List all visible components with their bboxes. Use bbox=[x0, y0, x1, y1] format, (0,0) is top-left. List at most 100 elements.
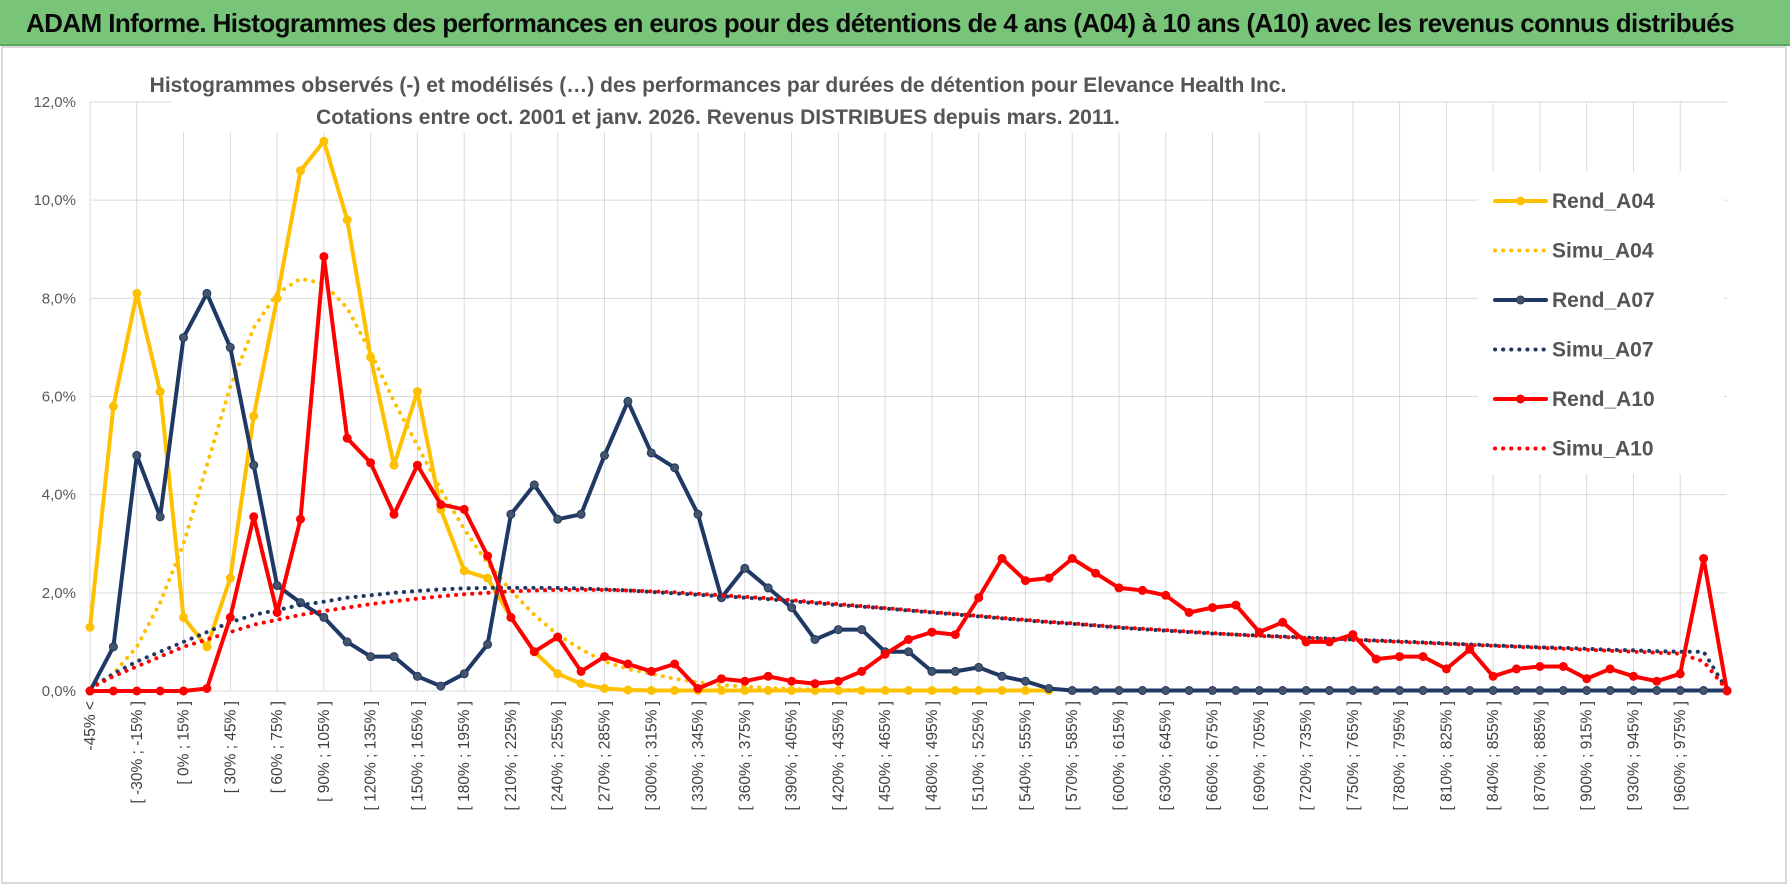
legend-item-simu_a04: Simu_A04 bbox=[1493, 240, 1654, 263]
data-point bbox=[1465, 644, 1475, 654]
series-line-simu_a04 bbox=[88, 276, 1051, 693]
x-tick-label: [ 720% ; 735% ] bbox=[1298, 701, 1315, 810]
x-tick-label: [ 0% ; 15% ] bbox=[176, 701, 193, 785]
data-point bbox=[108, 401, 118, 411]
series-simu_a07 bbox=[88, 585, 1729, 692]
series-simu_a04 bbox=[88, 276, 1051, 693]
legend-item-rend_a10: Rend_A10 bbox=[1493, 388, 1655, 411]
x-tick-label: [ -30% ; -15% ] bbox=[129, 701, 146, 804]
data-point bbox=[132, 450, 142, 460]
y-tick-label: 10,0% bbox=[33, 192, 76, 209]
data-point bbox=[670, 659, 680, 669]
data-point bbox=[1254, 686, 1264, 695]
data-point bbox=[763, 671, 773, 681]
data-point bbox=[85, 622, 95, 632]
x-tick-label: [ 480% ; 495% ] bbox=[924, 701, 941, 810]
data-point bbox=[179, 612, 188, 622]
data-point bbox=[646, 686, 656, 695]
y-axis-ticks: 0,0% 2,0% 4,0% 6,0% 8,0% 10,0% 12,0% bbox=[33, 94, 76, 700]
x-tick-label: [ 540% ; 555% ] bbox=[1017, 701, 1034, 810]
x-tick-label: [ 330% ; 345% ] bbox=[690, 701, 707, 810]
x-tick-label: [ 750% ; 765% ] bbox=[1345, 701, 1362, 810]
data-point bbox=[716, 674, 726, 684]
data-point bbox=[1582, 674, 1592, 684]
x-tick-label: -45% < bbox=[82, 701, 99, 751]
legend-item-rend_a07: Rend_A07 bbox=[1493, 289, 1655, 312]
data-point bbox=[179, 686, 188, 696]
data-point bbox=[950, 630, 960, 640]
x-tick-label: [ 840% ; 855% ] bbox=[1485, 701, 1502, 810]
data-point bbox=[880, 649, 890, 659]
report-title: ADAM Informe. Histogrammes des performan… bbox=[26, 8, 1735, 38]
chart-title: Histogrammes observés (-) et modélisés (… bbox=[150, 74, 1287, 97]
data-point bbox=[600, 450, 609, 460]
data-point bbox=[249, 460, 259, 470]
x-tick-label: [ 150% ; 165% ] bbox=[409, 701, 426, 810]
data-point bbox=[716, 686, 726, 695]
series-line-simu_a07 bbox=[88, 585, 1729, 692]
data-point bbox=[1114, 583, 1124, 593]
x-tick-label: [ 810% ; 825% ] bbox=[1438, 701, 1455, 810]
legend-item-simu_a10: Simu_A10 bbox=[1493, 438, 1654, 461]
data-point bbox=[225, 573, 235, 583]
data-point bbox=[1652, 676, 1662, 686]
data-point bbox=[483, 639, 493, 649]
x-tick-label: [ 390% ; 405% ] bbox=[784, 701, 801, 810]
data-point bbox=[1114, 686, 1124, 695]
data-point bbox=[342, 637, 352, 647]
data-point bbox=[1091, 568, 1101, 578]
data-point bbox=[1044, 684, 1054, 693]
x-tick-label: [ 780% ; 795% ] bbox=[1392, 701, 1409, 810]
legend-marker bbox=[1516, 196, 1525, 206]
data-point bbox=[1488, 671, 1498, 681]
data-point bbox=[1301, 686, 1311, 695]
data-point bbox=[810, 635, 820, 644]
chart-subtitle: Cotations entre oct. 2001 et janv. 2026.… bbox=[316, 106, 1120, 129]
data-point bbox=[529, 647, 539, 657]
y-tick-label: 2,0% bbox=[42, 585, 76, 602]
data-point bbox=[553, 632, 563, 642]
x-tick-label: [ 420% ; 435% ] bbox=[830, 701, 847, 810]
data-point bbox=[1512, 664, 1521, 674]
data-point bbox=[389, 652, 399, 662]
data-point bbox=[412, 387, 422, 397]
data-point bbox=[1512, 686, 1521, 695]
data-point bbox=[1184, 608, 1194, 617]
legend-label: Simu_A04 bbox=[1552, 240, 1654, 263]
data-point bbox=[1652, 686, 1662, 695]
x-tick-label: [ 630% ; 645% ] bbox=[1158, 701, 1175, 810]
title-background bbox=[172, 70, 1264, 132]
data-point bbox=[1605, 664, 1615, 674]
data-point bbox=[1091, 686, 1101, 695]
data-point bbox=[225, 612, 235, 622]
data-point bbox=[296, 514, 305, 524]
data-point bbox=[1161, 686, 1171, 695]
data-point bbox=[576, 509, 586, 519]
x-tick-label: [ 60% ; 75% ] bbox=[269, 701, 286, 793]
data-point bbox=[576, 666, 586, 676]
data-point bbox=[623, 659, 633, 669]
data-point bbox=[1184, 686, 1194, 695]
data-point bbox=[927, 666, 937, 676]
x-tick-label: [ 930% ; 945% ] bbox=[1625, 701, 1642, 810]
data-point bbox=[600, 684, 609, 693]
y-tick-label: 0,0% bbox=[42, 683, 76, 700]
data-point bbox=[366, 652, 376, 662]
data-point bbox=[1582, 686, 1592, 695]
data-point bbox=[950, 666, 960, 676]
x-tick-label: [ 900% ; 915% ] bbox=[1579, 701, 1596, 810]
data-point bbox=[927, 627, 937, 637]
data-point bbox=[740, 676, 750, 686]
data-point bbox=[553, 669, 563, 679]
data-point bbox=[412, 671, 422, 681]
data-point bbox=[1465, 686, 1475, 695]
data-point bbox=[529, 480, 539, 490]
data-point bbox=[1137, 686, 1147, 695]
data-point bbox=[1488, 686, 1498, 695]
x-tick-label: [ 570% ; 585% ] bbox=[1064, 701, 1081, 810]
x-tick-label: [ 120% ; 135% ] bbox=[363, 701, 380, 810]
data-point bbox=[1699, 554, 1709, 563]
series-simu_a10 bbox=[88, 587, 1729, 692]
legend-item-simu_a07: Simu_A07 bbox=[1493, 339, 1654, 362]
data-point bbox=[646, 666, 656, 676]
